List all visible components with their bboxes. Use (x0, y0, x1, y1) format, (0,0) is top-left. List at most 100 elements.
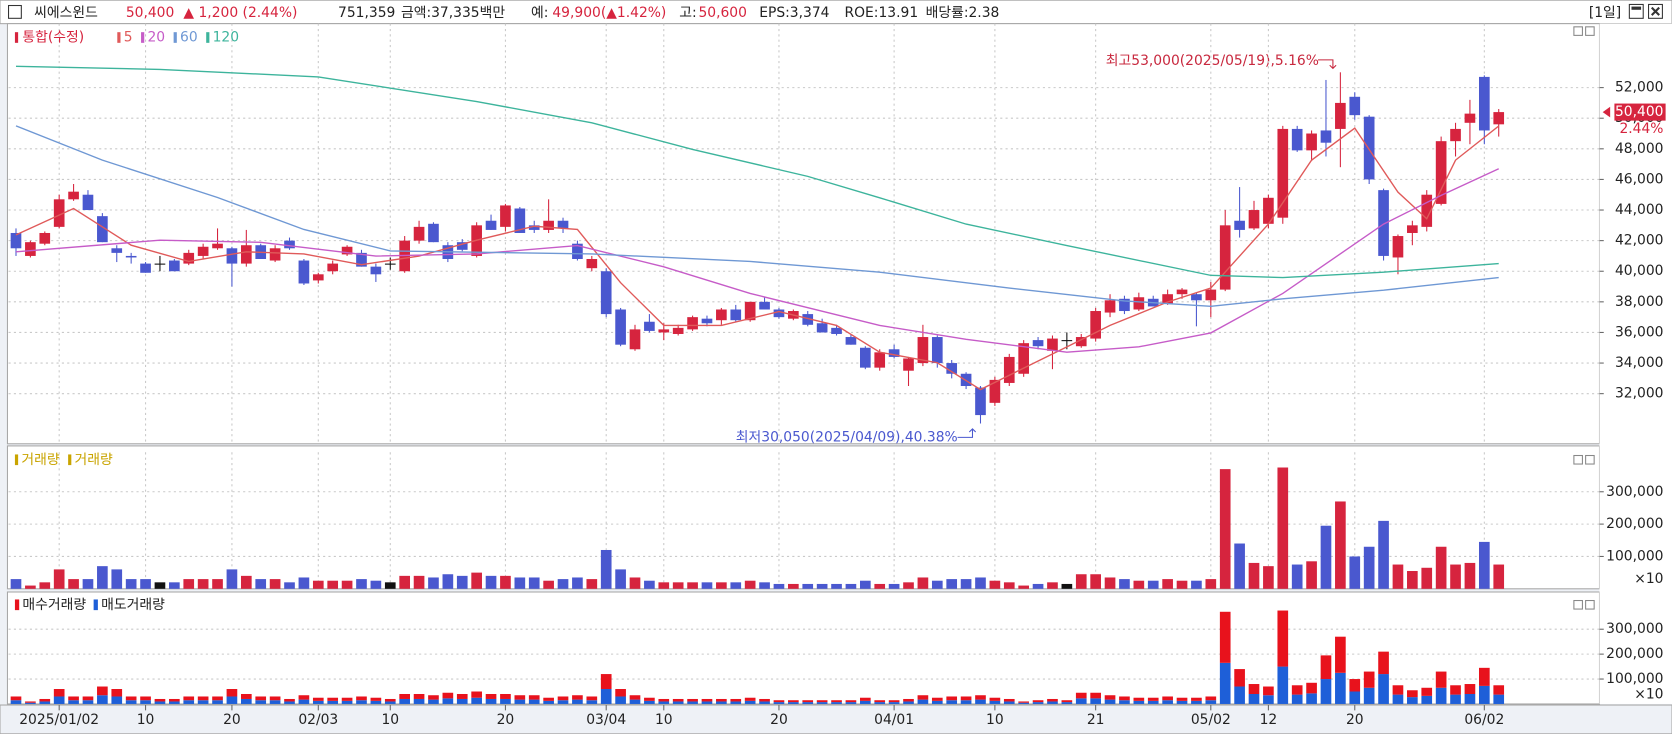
trade-bar (1003, 701, 1015, 704)
trade-bar (989, 700, 1001, 704)
legend-marker (14, 454, 19, 466)
trade-bar (399, 693, 411, 699)
volume-bar (500, 575, 511, 589)
candle-body (1464, 113, 1476, 123)
trade-bar (1075, 698, 1087, 704)
y-tick-label: 300,000 (1606, 621, 1663, 637)
trade-bar (370, 697, 382, 701)
checkbox[interactable] (7, 4, 22, 19)
candle-body (1407, 225, 1418, 233)
volume-bar (960, 579, 972, 589)
period[interactable]: [1일] (1589, 5, 1621, 21)
candle-body (859, 347, 871, 368)
trade-bar (212, 700, 223, 704)
candle-body (1392, 236, 1404, 258)
candle-body (1306, 133, 1317, 151)
volume-bar (1147, 580, 1159, 589)
volume-bar (111, 569, 123, 589)
volume-bar (1493, 564, 1505, 589)
volume-bar (831, 583, 842, 589)
candle-body (917, 337, 929, 364)
trade-bar (370, 700, 382, 704)
maximize-button[interactable] (1628, 3, 1644, 19)
volume-bar (1306, 561, 1317, 589)
trade-bar (744, 697, 756, 701)
volume-bar (586, 579, 598, 589)
trade-bar (10, 696, 22, 701)
x-tick-label: 02/03 (298, 712, 338, 728)
panel-icon (1573, 26, 1583, 36)
candle-body (82, 194, 94, 211)
moving-average-line (15, 65, 1499, 279)
trade-bar (600, 674, 612, 690)
legend-label: 매수거래량 (22, 597, 86, 613)
y-tick-label: 32,000 (1615, 386, 1664, 402)
trade-bar (1464, 693, 1476, 704)
candle-body (428, 223, 439, 243)
trade-bar (543, 697, 554, 701)
trade-bar (1032, 700, 1044, 703)
trade-bar (1392, 694, 1404, 704)
legend-marker (173, 32, 177, 43)
trade-bar (658, 701, 670, 704)
trade-bar (773, 702, 785, 704)
x-tick-label: 10 (655, 712, 673, 728)
trade-bar (859, 697, 871, 701)
trade-bar (960, 700, 972, 704)
volume-bar (1291, 564, 1303, 589)
candle-body (730, 309, 742, 321)
candle-body (226, 248, 238, 264)
trade-bar (1421, 695, 1433, 704)
y-tick-label: 46,000 (1615, 171, 1664, 187)
legend-marker (93, 599, 98, 611)
trade-bar (802, 702, 814, 704)
trade-bar (1032, 702, 1044, 704)
trade-bar (1263, 695, 1274, 704)
trade-bar (269, 700, 281, 704)
candle-body (68, 191, 79, 200)
trade-panel (6, 591, 1601, 705)
trade-bar (543, 700, 554, 704)
trade-bar (888, 702, 900, 704)
trade-bar (500, 698, 511, 704)
trade-bar (1435, 687, 1447, 704)
candle-body (1191, 294, 1202, 301)
volume-bar (1478, 541, 1490, 589)
trade-bar (1104, 695, 1116, 700)
candle-body (586, 258, 598, 269)
trade-bar (931, 700, 943, 704)
trade-bar (874, 702, 886, 704)
trade-bar (572, 699, 583, 704)
candle-body (1090, 311, 1101, 339)
candle-body (543, 220, 554, 230)
volume-bar (658, 582, 670, 589)
trade-bar (1162, 700, 1173, 704)
candle-body (1104, 300, 1116, 313)
candle-body (154, 263, 166, 265)
legend-marker (14, 599, 20, 611)
volume-bar (10, 579, 22, 589)
trade-bar (154, 698, 166, 702)
volume-bar (946, 579, 958, 589)
x-tick-label: 04/01 (874, 712, 914, 728)
volume-bar (413, 575, 425, 589)
candle-body (644, 321, 655, 331)
panel-icon (1573, 599, 1583, 610)
volume-bar (154, 582, 166, 589)
trade-bar (1162, 696, 1173, 701)
candle-body (39, 232, 51, 244)
candle-body (1248, 210, 1260, 229)
trade-bar (701, 698, 713, 702)
volume-bar (312, 580, 324, 589)
volume-bar (1032, 583, 1044, 589)
volume-bar (931, 580, 943, 589)
trade-bar (68, 696, 79, 701)
candle-body (97, 216, 108, 243)
trade-bar (1291, 694, 1303, 704)
trade-bar (341, 700, 353, 704)
trade-bar (1219, 662, 1231, 704)
trade-bar (197, 700, 209, 704)
trade-bar (788, 702, 799, 704)
